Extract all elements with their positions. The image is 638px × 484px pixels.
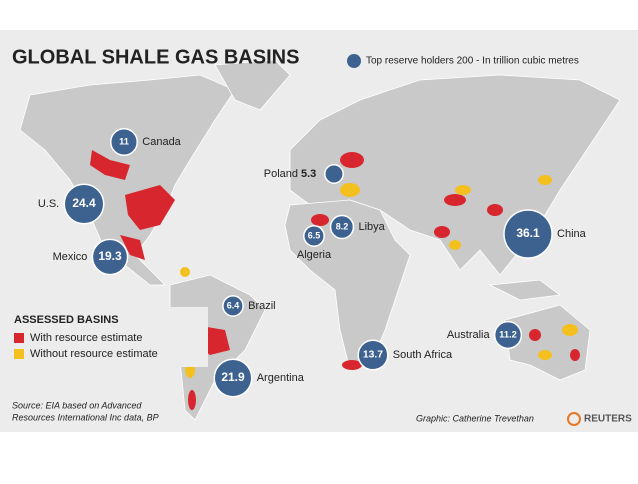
- reserve-bubble: [357, 339, 389, 371]
- basin-swatch: [14, 349, 24, 359]
- value-label: 19.3: [98, 249, 122, 263]
- country-label: Poland: [264, 168, 298, 180]
- value-label: 24.4: [72, 196, 96, 210]
- value-label: 11.2: [499, 329, 517, 339]
- value-label: 36.1: [516, 226, 540, 240]
- brand: REUTERS: [584, 414, 632, 425]
- reserve-bubble: [329, 214, 355, 240]
- reserve-bubble: [222, 295, 244, 317]
- basin-label: Without resource estimate: [30, 348, 158, 360]
- country-label: U.S.: [38, 198, 59, 210]
- value-label: 13.7: [363, 350, 383, 361]
- country-label: Libya: [358, 221, 385, 233]
- country-label: China: [557, 228, 587, 240]
- country-label: Argentina: [257, 372, 305, 384]
- reserve-bubble: [109, 127, 139, 157]
- source-2: Resources International Inc data, BP: [12, 412, 159, 422]
- value-label: 11: [119, 136, 129, 146]
- country-label: Australia: [447, 329, 491, 341]
- country-label: South Africa: [393, 349, 453, 361]
- value-label: 21.9: [221, 370, 245, 384]
- title: GLOBAL SHALE GAS BASINS: [12, 46, 299, 68]
- reserve-bubble: [63, 183, 105, 225]
- reserve-bubble: [303, 225, 325, 247]
- basin-swatch: [14, 333, 24, 343]
- country-label: Brazil: [248, 300, 276, 312]
- value-label: 8.2: [336, 221, 349, 231]
- country-label: Algeria: [297, 249, 332, 261]
- basin-legend: With resource estimate Without resource e…: [14, 332, 158, 360]
- legend-bubble: [347, 54, 361, 68]
- reserve-bubble: [503, 209, 553, 259]
- value-label: 6.4: [227, 300, 240, 310]
- basin-legend-bg: [8, 307, 208, 367]
- reserve-bubble: [493, 320, 523, 350]
- basin-legend-title: ASSESSED BASINS: [14, 314, 119, 326]
- reserve-bubble: [213, 358, 253, 398]
- basins: [90, 150, 580, 410]
- reserve-bubbles: 11 Canada 24.4 U.S. 19.3 Mexico Poland 5.3 8.2 Li…: [38, 127, 587, 398]
- country-label: Canada: [142, 136, 181, 148]
- value-label: 6.5: [308, 230, 321, 240]
- reserve-bubble: [324, 164, 344, 184]
- country-label: Mexico: [53, 251, 88, 263]
- basin-label: With resource estimate: [30, 332, 142, 344]
- brand-logo: [567, 412, 581, 426]
- credit: Graphic: Catherine Trevethan: [416, 413, 534, 423]
- value-label: 5.3: [301, 168, 316, 180]
- source: Source: EIA based on Advanced: [12, 400, 142, 410]
- reserve-bubble: [91, 238, 129, 276]
- legend-label: Top reserve holders 200 - In trillion cu…: [366, 56, 579, 67]
